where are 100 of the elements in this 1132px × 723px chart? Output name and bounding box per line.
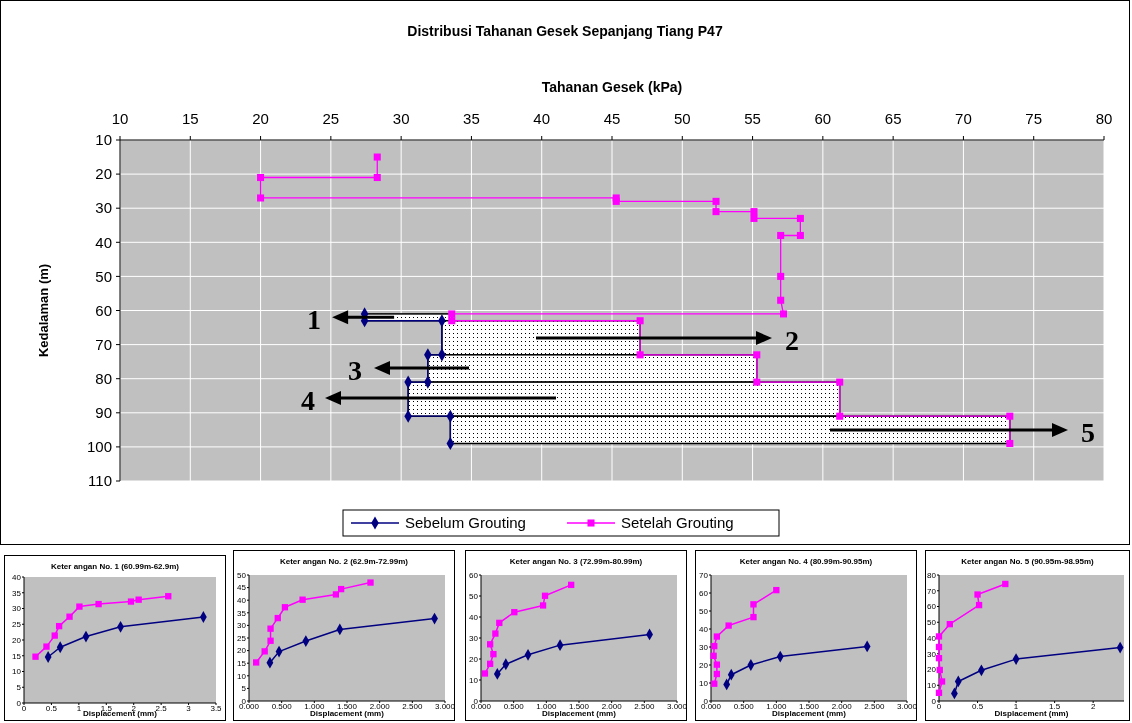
point [712, 197, 720, 205]
point [135, 596, 142, 603]
point [713, 661, 721, 668]
x-tick-label: 3 [186, 704, 192, 713]
point [935, 689, 943, 696]
y-tick-label: 40 [95, 233, 112, 251]
y-tick-label: 10 [699, 678, 709, 688]
point [257, 194, 265, 202]
y-tick-label: 10 [927, 681, 937, 691]
y-tick-label: 10 [12, 667, 22, 677]
y-tick-label: 15 [12, 651, 22, 661]
y-tick-label: 15 [237, 659, 247, 668]
point [32, 653, 39, 660]
point [725, 622, 732, 629]
x-tick-label: 0.5 [45, 704, 58, 713]
point [281, 604, 289, 611]
point [481, 670, 489, 677]
y-tick-label: 60 [699, 588, 709, 598]
y-tick-label: 25 [237, 633, 247, 643]
x-tick-label: 10 [111, 110, 129, 127]
point [257, 173, 265, 182]
point [975, 601, 983, 609]
annotation: 2 [785, 324, 799, 356]
point [299, 596, 306, 603]
y-tick-label: 70 [927, 586, 937, 596]
y-tick-label: 35 [12, 588, 22, 598]
y-tick-label: 70 [699, 570, 709, 580]
point [95, 600, 102, 608]
point [1002, 580, 1009, 588]
x-tick-label: 40 [533, 110, 551, 127]
y-tick-label: 20 [927, 665, 937, 675]
point [750, 613, 757, 621]
point [448, 310, 456, 318]
point [55, 622, 63, 630]
annotation: 1 [307, 304, 322, 336]
point [448, 317, 456, 325]
point [753, 378, 761, 386]
x-tick-label: 2.000 [601, 702, 623, 711]
chart-title: Keter angan No. 1 (60.99m-62.9m) [50, 562, 180, 571]
x-tick-label: 2.500 [864, 702, 885, 711]
x-tick-label: 25 [322, 110, 340, 127]
x-tick-label: 0.5 [971, 702, 984, 711]
point [373, 153, 381, 161]
y-tick-label: 50 [699, 606, 709, 616]
point [750, 214, 758, 222]
point [373, 173, 381, 182]
chart-title: Keter angan No. 5 (90.95m-98.95m) [961, 557, 1095, 566]
point [974, 591, 981, 598]
point [66, 613, 73, 620]
x-tick-label: 65 [884, 110, 902, 127]
point [713, 633, 721, 640]
point [777, 296, 785, 304]
y-tick-label: 50 [237, 570, 247, 580]
point [486, 641, 494, 648]
point [490, 651, 497, 658]
point [267, 637, 274, 644]
point [777, 272, 785, 280]
point [796, 231, 804, 240]
point [636, 317, 644, 325]
point [76, 603, 83, 610]
x-tick-label: 0.500 [503, 702, 525, 711]
y-tick-label: 30 [927, 649, 937, 659]
x-tick-label: 55 [744, 110, 761, 127]
chart-title: Keter angan No. 3 (72.99m-80.99m) [509, 557, 643, 566]
y-tick-label: 5 [16, 683, 22, 693]
point [539, 602, 547, 609]
y-tick-label: 80 [95, 369, 112, 387]
y-tick-label: 30 [699, 642, 709, 652]
x-tick-label: 2 [1090, 702, 1096, 711]
y-tick-label: 20 [237, 646, 247, 656]
point [711, 680, 718, 687]
y-tick-label: 40 [469, 612, 479, 622]
x-tick-label: 15 [181, 110, 199, 127]
x-tick-label: 1.5 [1049, 702, 1061, 711]
x-axis-title: Displacement (mm) [310, 709, 385, 718]
y-tick-label: 110 [88, 472, 112, 490]
point [337, 585, 345, 593]
x-axis-title: Displacement (mm) [994, 709, 1069, 718]
point [492, 630, 499, 637]
point [946, 620, 953, 628]
x-tick-label: 60 [814, 110, 832, 127]
x-axis-title: Tahanan Gesek (kPa) [541, 79, 683, 95]
point [936, 666, 943, 674]
x-tick-label: 2.500 [634, 702, 655, 711]
point [165, 593, 172, 600]
y-axis-title: Kedalaman (m) [36, 263, 51, 358]
point [836, 412, 844, 420]
x-tick-label: 45 [603, 110, 621, 127]
annotation: 5 [1081, 416, 1095, 448]
point [713, 670, 721, 678]
y-tick-label: 20 [12, 635, 22, 645]
y-tick-label: 20 [469, 654, 479, 664]
x-tick-label: 1.000 [536, 702, 557, 711]
annotation: 4 [301, 384, 315, 416]
x-tick-label: 2.500 [402, 702, 423, 711]
point [51, 632, 58, 639]
point [253, 659, 260, 666]
x-axis-title: Displacement (mm) [542, 709, 617, 718]
chart-title: Keter angan No. 4 (80.99m-90.95m) [739, 557, 873, 566]
x-tick-label: 1 [76, 704, 82, 713]
